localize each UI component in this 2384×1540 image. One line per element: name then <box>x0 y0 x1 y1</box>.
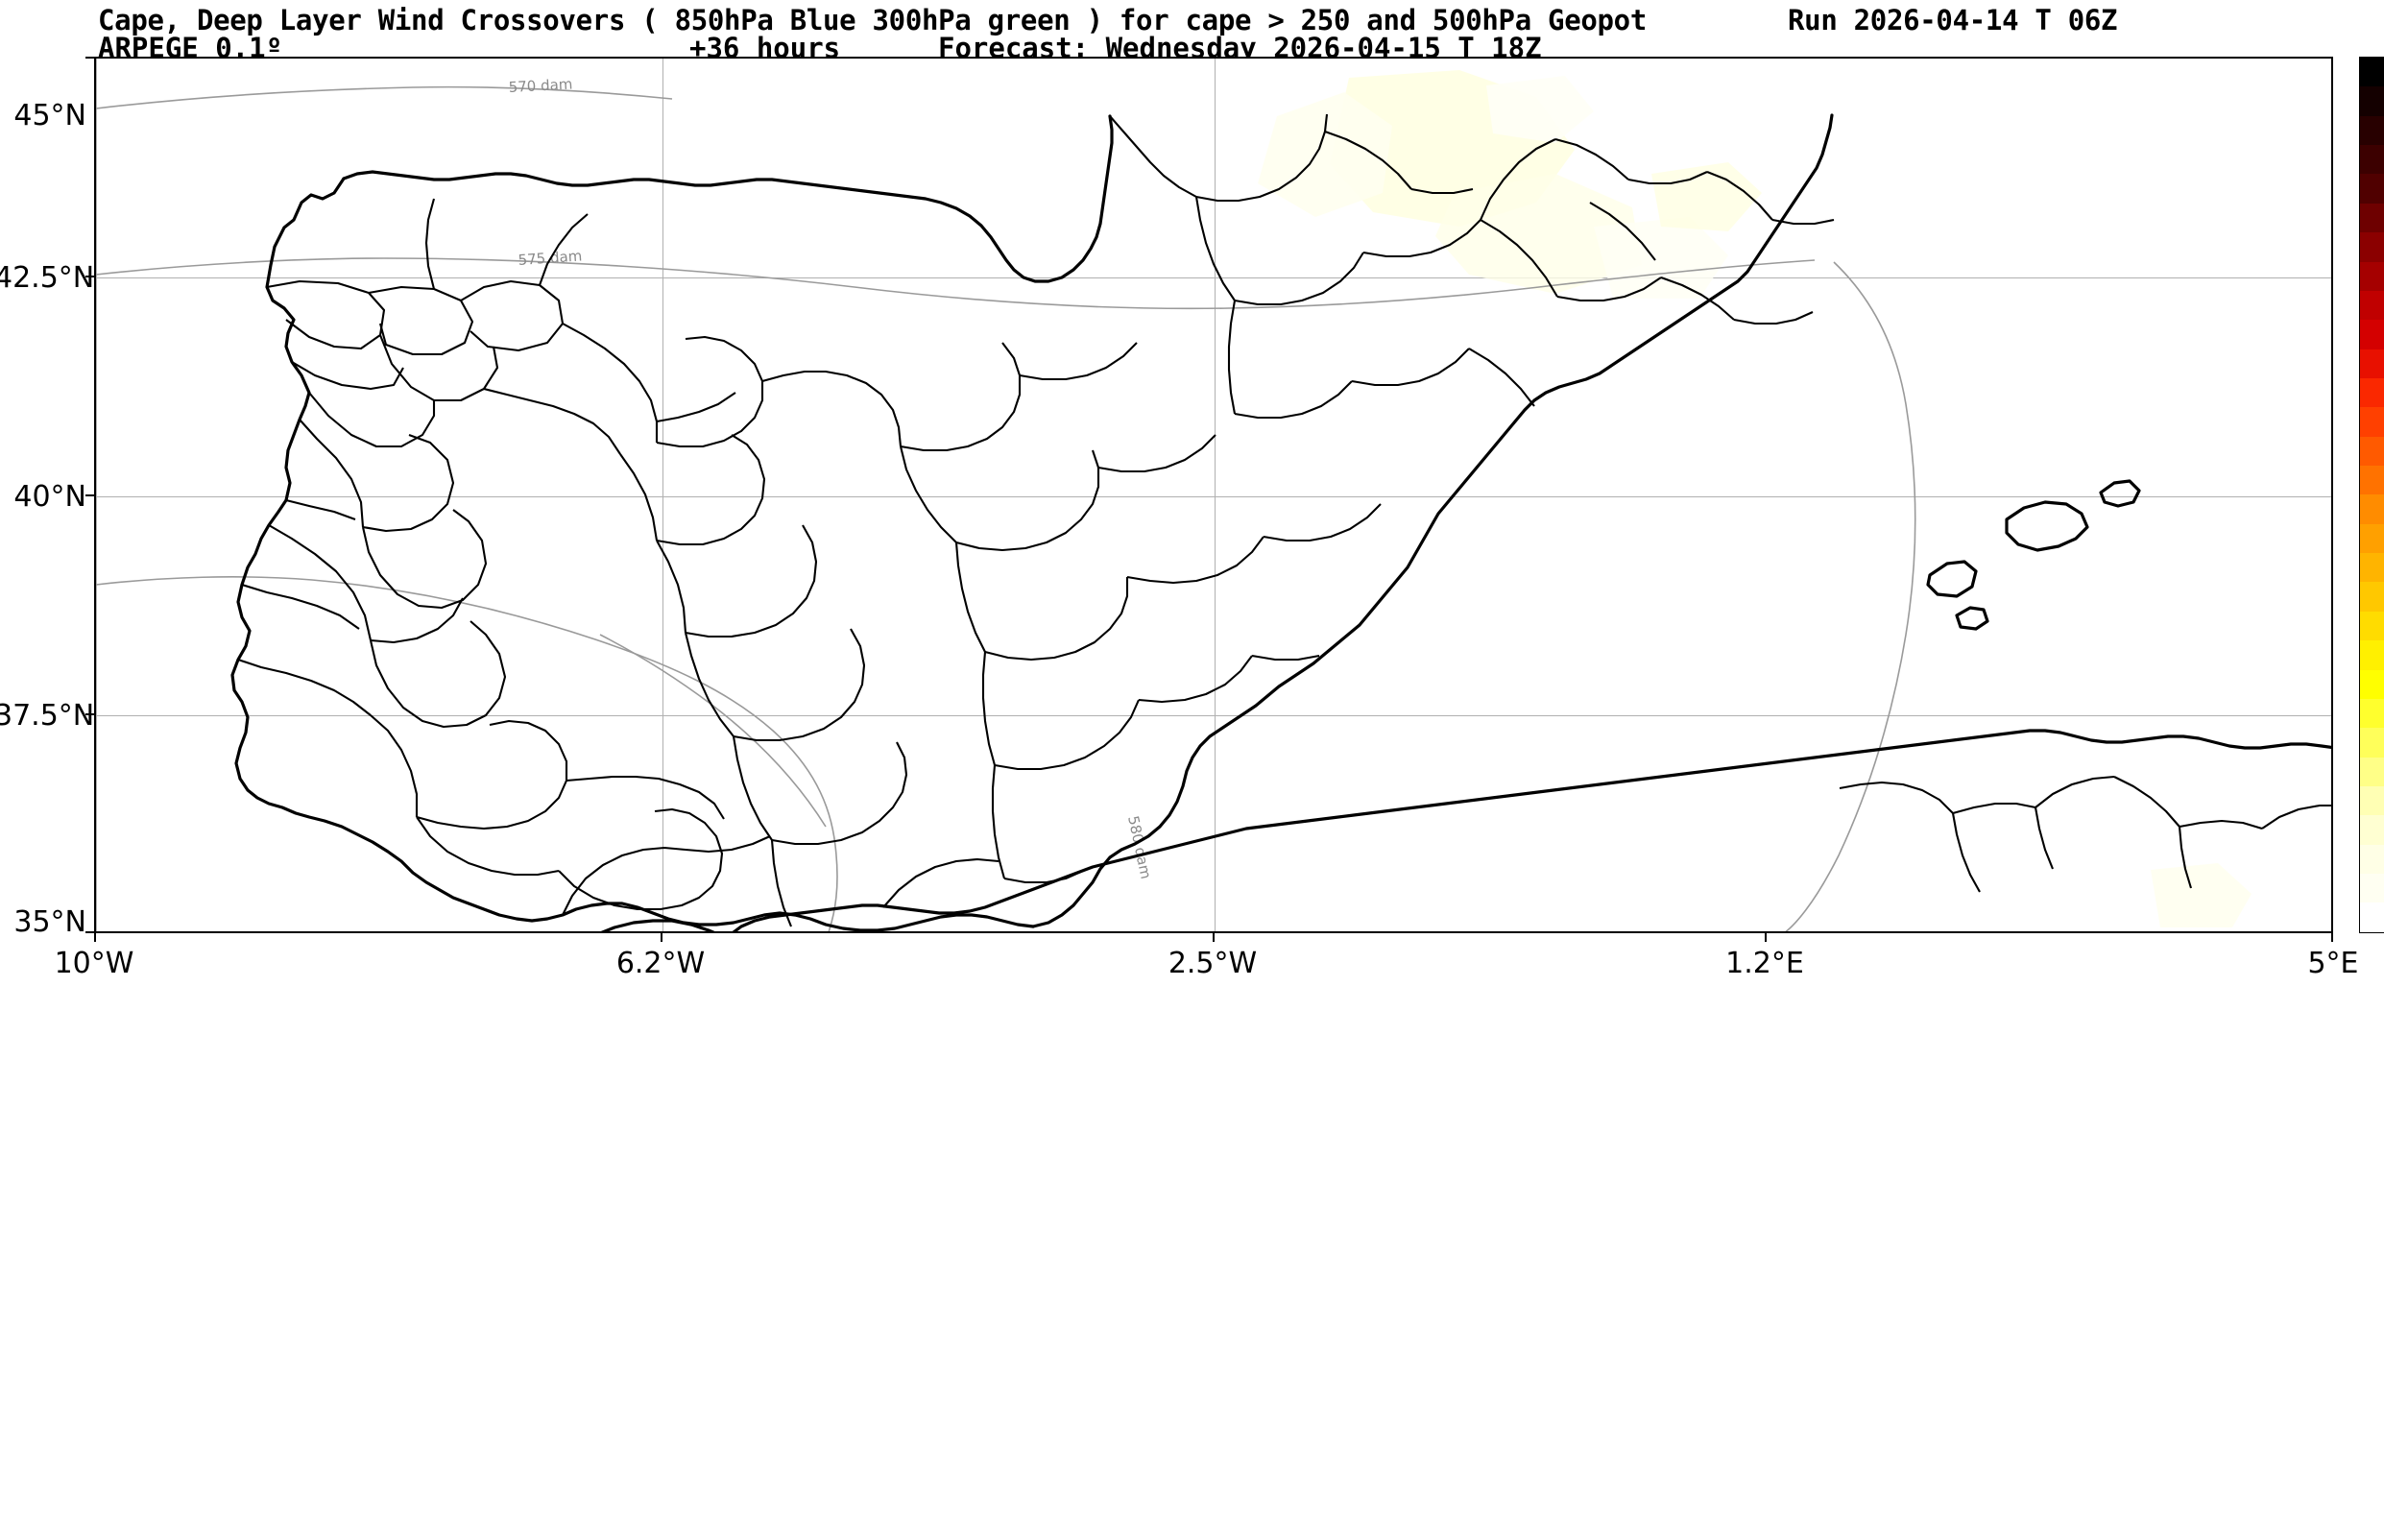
ylabel-42.5N: 42.5°N <box>0 261 95 295</box>
colorbar-band-14 <box>2360 466 2384 495</box>
colorbar-band-13 <box>2360 436 2384 467</box>
ytick-35N <box>85 931 94 933</box>
colorbar-band-26 <box>2360 815 2384 845</box>
ylabel-35N: 35°N <box>13 905 86 939</box>
ytick-40N <box>85 494 94 496</box>
colorbar-band-28 <box>2360 874 2384 903</box>
colorbar-band-16 <box>2360 523 2384 554</box>
colorbar-band-24 <box>2360 757 2384 786</box>
colorbar-band-23 <box>2360 728 2384 758</box>
ytick-42.5N <box>85 276 94 277</box>
colorbar-band-9 <box>2360 320 2384 349</box>
colorbar-band-7 <box>2360 261 2384 291</box>
gridline-lat-40N <box>96 496 2331 497</box>
north-africa-coastline <box>600 729 2331 931</box>
gridline-lat-37.5N <box>96 715 2331 716</box>
iberia-basemap: 570 dam 575 dam 580 dam <box>96 70 2331 931</box>
colorbar-band-4 <box>2360 174 2384 204</box>
colorbar-band-25 <box>2360 785 2384 816</box>
xlabel-6.2W: 6.2°W <box>615 947 706 980</box>
colorbar-gradient[interactable] <box>2359 57 2384 933</box>
administrative-borders <box>237 113 2331 927</box>
map-plot-area[interactable]: 570 dam 575 dam 580 dam <box>94 57 2333 933</box>
colorbar-band-18 <box>2360 582 2384 612</box>
colorbar-band-21 <box>2360 669 2384 699</box>
colorbar-band-11 <box>2360 377 2384 408</box>
colorbar-band-8 <box>2360 290 2384 321</box>
colorbar-band-6 <box>2360 232 2384 262</box>
colorbar-band-1 <box>2360 86 2384 116</box>
gridline-lon-2.5W <box>1215 59 1216 931</box>
balearic-islands <box>1926 479 2141 631</box>
colorbar-band-5 <box>2360 203 2384 233</box>
xtick-2.5W <box>1213 933 1215 942</box>
xtick-6.2W <box>661 933 662 942</box>
gridline-lat-42.5N <box>96 277 2331 278</box>
colorbar-band-22 <box>2360 698 2384 729</box>
xlabel-10W: 10°W <box>54 947 134 980</box>
cape-shading-layer <box>1258 70 2252 927</box>
colorbar-band-10 <box>2360 349 2384 378</box>
xlabel-2.5W: 2.5°W <box>1168 947 1258 980</box>
xlabel-5E: 5°E <box>2307 947 2359 980</box>
colorbar-band-27 <box>2360 844 2384 875</box>
gridline-lon-6.2W <box>662 59 663 931</box>
ylabel-45N: 45°N <box>13 99 86 132</box>
colorbar-band-19 <box>2360 611 2384 641</box>
coastline-layer <box>230 113 1834 931</box>
colorbar-band-15 <box>2360 494 2384 524</box>
colorbar-band-20 <box>2360 640 2384 670</box>
ylabel-40N: 40°N <box>13 480 86 514</box>
axis-labels-layer: 45°N 42.5°N 40°N 37.5°N 35°N 10°W 6.2°W … <box>0 57 2359 980</box>
ytick-45N <box>85 57 94 59</box>
ytick-37.5N <box>85 713 94 715</box>
colorbar-band-12 <box>2360 407 2384 437</box>
model-run-label: Run 2026-04-14 T 06Z <box>1788 4 2118 36</box>
gridline-lon-1.2E <box>96 59 97 931</box>
xtick-5E <box>2331 933 2333 942</box>
xtick-1.2E <box>1765 933 1767 942</box>
ylabel-37.5N: 37.5°N <box>0 699 95 733</box>
colorbar-band-2 <box>2360 115 2384 146</box>
chart-title: Cape, Deep Layer Wind Crossovers ( 850hP… <box>98 4 1647 36</box>
contour-label-570dam: 570 dam <box>508 76 573 96</box>
colorbar-band-0 <box>2360 58 2384 87</box>
colorbar-band-17 <box>2360 553 2384 583</box>
xtick-10W <box>94 933 96 942</box>
colorbar-band-29 <box>2360 902 2384 932</box>
xlabel-1.2E: 1.2°E <box>1725 947 1804 980</box>
colorbar-band-3 <box>2360 145 2384 175</box>
